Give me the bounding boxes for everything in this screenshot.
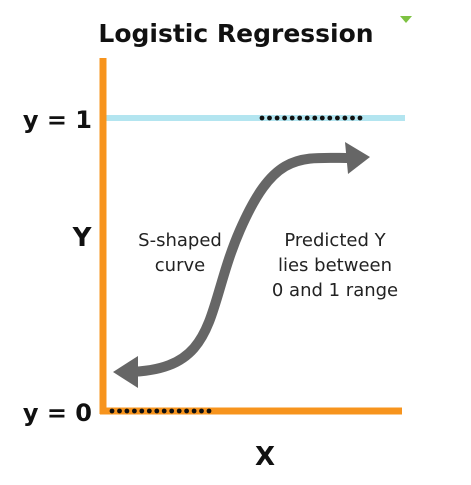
lower-dot xyxy=(161,408,167,414)
lower-dot xyxy=(139,408,145,414)
upper-dot xyxy=(327,115,333,121)
lower-dot xyxy=(206,408,212,414)
lower-dot xyxy=(146,408,152,414)
lower-dot xyxy=(199,408,204,414)
upper-dot xyxy=(274,115,280,121)
upper-dot xyxy=(335,115,340,121)
upper-dot xyxy=(259,115,265,121)
s-curve xyxy=(123,152,357,377)
upper-dot xyxy=(289,115,295,121)
lower-dot xyxy=(184,408,190,414)
right-note-line-2: lies between xyxy=(278,255,392,276)
upper-dot xyxy=(297,115,303,121)
upper-dot xyxy=(267,115,272,121)
left-note-line-2: curve xyxy=(155,255,205,276)
upper-dot xyxy=(350,115,355,121)
lower-dot xyxy=(176,408,182,414)
y-axis-title: Y xyxy=(72,223,93,253)
upper-dot xyxy=(304,115,310,121)
lower-dot xyxy=(169,408,175,414)
upper-dot xyxy=(319,115,325,121)
y-one-label: y = 1 xyxy=(23,106,92,134)
upper-dots xyxy=(259,115,363,121)
upper-dot xyxy=(312,115,318,121)
upper-dot xyxy=(357,115,363,121)
lower-dot xyxy=(191,408,197,414)
upper-dot xyxy=(342,115,348,121)
lower-dot xyxy=(109,408,115,414)
lower-dot xyxy=(154,408,160,414)
lower-dot xyxy=(124,408,130,414)
lower-dot xyxy=(132,408,137,414)
right-note-line-1: Predicted Y xyxy=(284,230,386,251)
left-note-line-1: S-shaped xyxy=(138,230,222,251)
y-zero-label: y = 0 xyxy=(23,399,92,427)
lower-dot xyxy=(117,408,122,414)
right-note-line-3: 0 and 1 range xyxy=(272,280,398,301)
diagram-title: Logistic Regression xyxy=(98,19,373,48)
upper-arrowhead-icon xyxy=(345,142,370,174)
lower-dots xyxy=(109,408,212,414)
upper-dot xyxy=(282,115,287,121)
x-axis-title: X xyxy=(255,442,275,472)
lower-arrowhead-icon xyxy=(113,356,138,388)
corner-marker-icon xyxy=(400,16,412,23)
